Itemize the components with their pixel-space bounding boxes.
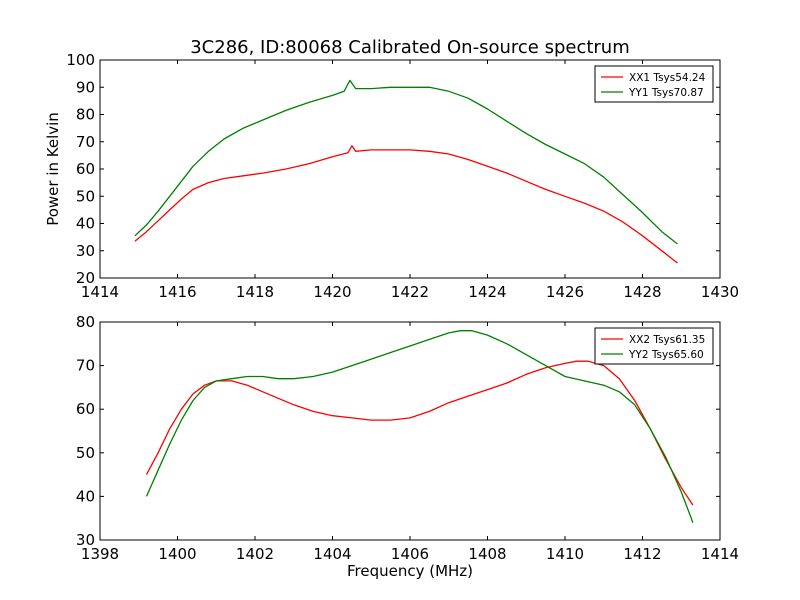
chart-1: 1414 1416 1418 1420 1422 1424 1426 1428 1430 20 30… [44,51,739,301]
x-tick-label: 1414 [701,545,739,563]
x-tick-label: 1398 [81,545,119,563]
x-tick-label: 1404 [313,545,351,563]
legend-entry: XX2 Tsys61.35 [629,334,705,346]
y-tick-label: 90 [76,78,95,96]
y-tick-label: 80 [76,313,95,331]
plots-container: 1414 1416 1418 1420 1422 1424 1426 1428 1430 20 30… [44,51,739,580]
chart-2-series-2-line [145,330,694,523]
y-tick-label: 30 [76,242,95,260]
y-tick-label: 70 [76,357,95,375]
y-tick-label: 100 [66,51,95,69]
legend-box [594,65,714,103]
x-tick-label: 1430 [701,283,739,301]
chart-1-series-2-line [134,79,678,245]
y-tick-label: 20 [76,269,95,287]
y-axis-label: Power in Kelvin [44,112,62,226]
x-tick-label: 1422 [391,283,429,301]
y-tick-label: 60 [76,160,95,178]
x-tick-label: 1410 [546,545,584,563]
x-tick-label: 1408 [468,545,506,563]
figure-title: 3C286, ID:80068 Calibrated On-source spe… [190,37,630,58]
chart-1-legend: XX1 Tsys54.24 YY1 Tsys70.87 [594,65,714,103]
x-tick-label: 1402 [236,545,274,563]
legend-box [594,327,714,365]
y-tick-label: 80 [76,106,95,124]
chart-1-series-1-line [134,145,678,264]
y-tick-label: 40 [76,215,95,233]
x-tick-label: 1414 [81,283,119,301]
x-tick-label: 1426 [546,283,584,301]
x-tick-label: 1418 [236,283,274,301]
x-tick-label: 1412 [623,545,661,563]
x-tick-label: 1400 [158,545,196,563]
x-tick-label: 1416 [158,283,196,301]
x-tick-label: 1406 [391,545,429,563]
x-axis-label: Frequency (MHz) [347,562,473,580]
legend-entry: YY1 Tsys70.87 [628,87,704,99]
y-tick-label: 30 [76,531,95,549]
chart-2-legend: XX2 Tsys61.35 YY2 Tsys65.60 [594,327,714,365]
legend-entry: YY2 Tsys65.60 [628,349,704,361]
y-tick-label: 50 [76,187,95,205]
x-tick-label: 1420 [313,283,351,301]
y-tick-label: 60 [76,400,95,418]
x-tick-label: 1424 [468,283,506,301]
legend-entry: XX1 Tsys54.24 [629,72,706,84]
y-tick-label: 40 [76,487,95,505]
chart-2: 1398 1400 1402 1404 1406 1408 1410 1412 1414 30 40… [76,313,739,580]
y-tick-label: 50 [76,444,95,462]
y-tick-label: 70 [76,133,95,151]
x-tick-label: 1428 [623,283,661,301]
